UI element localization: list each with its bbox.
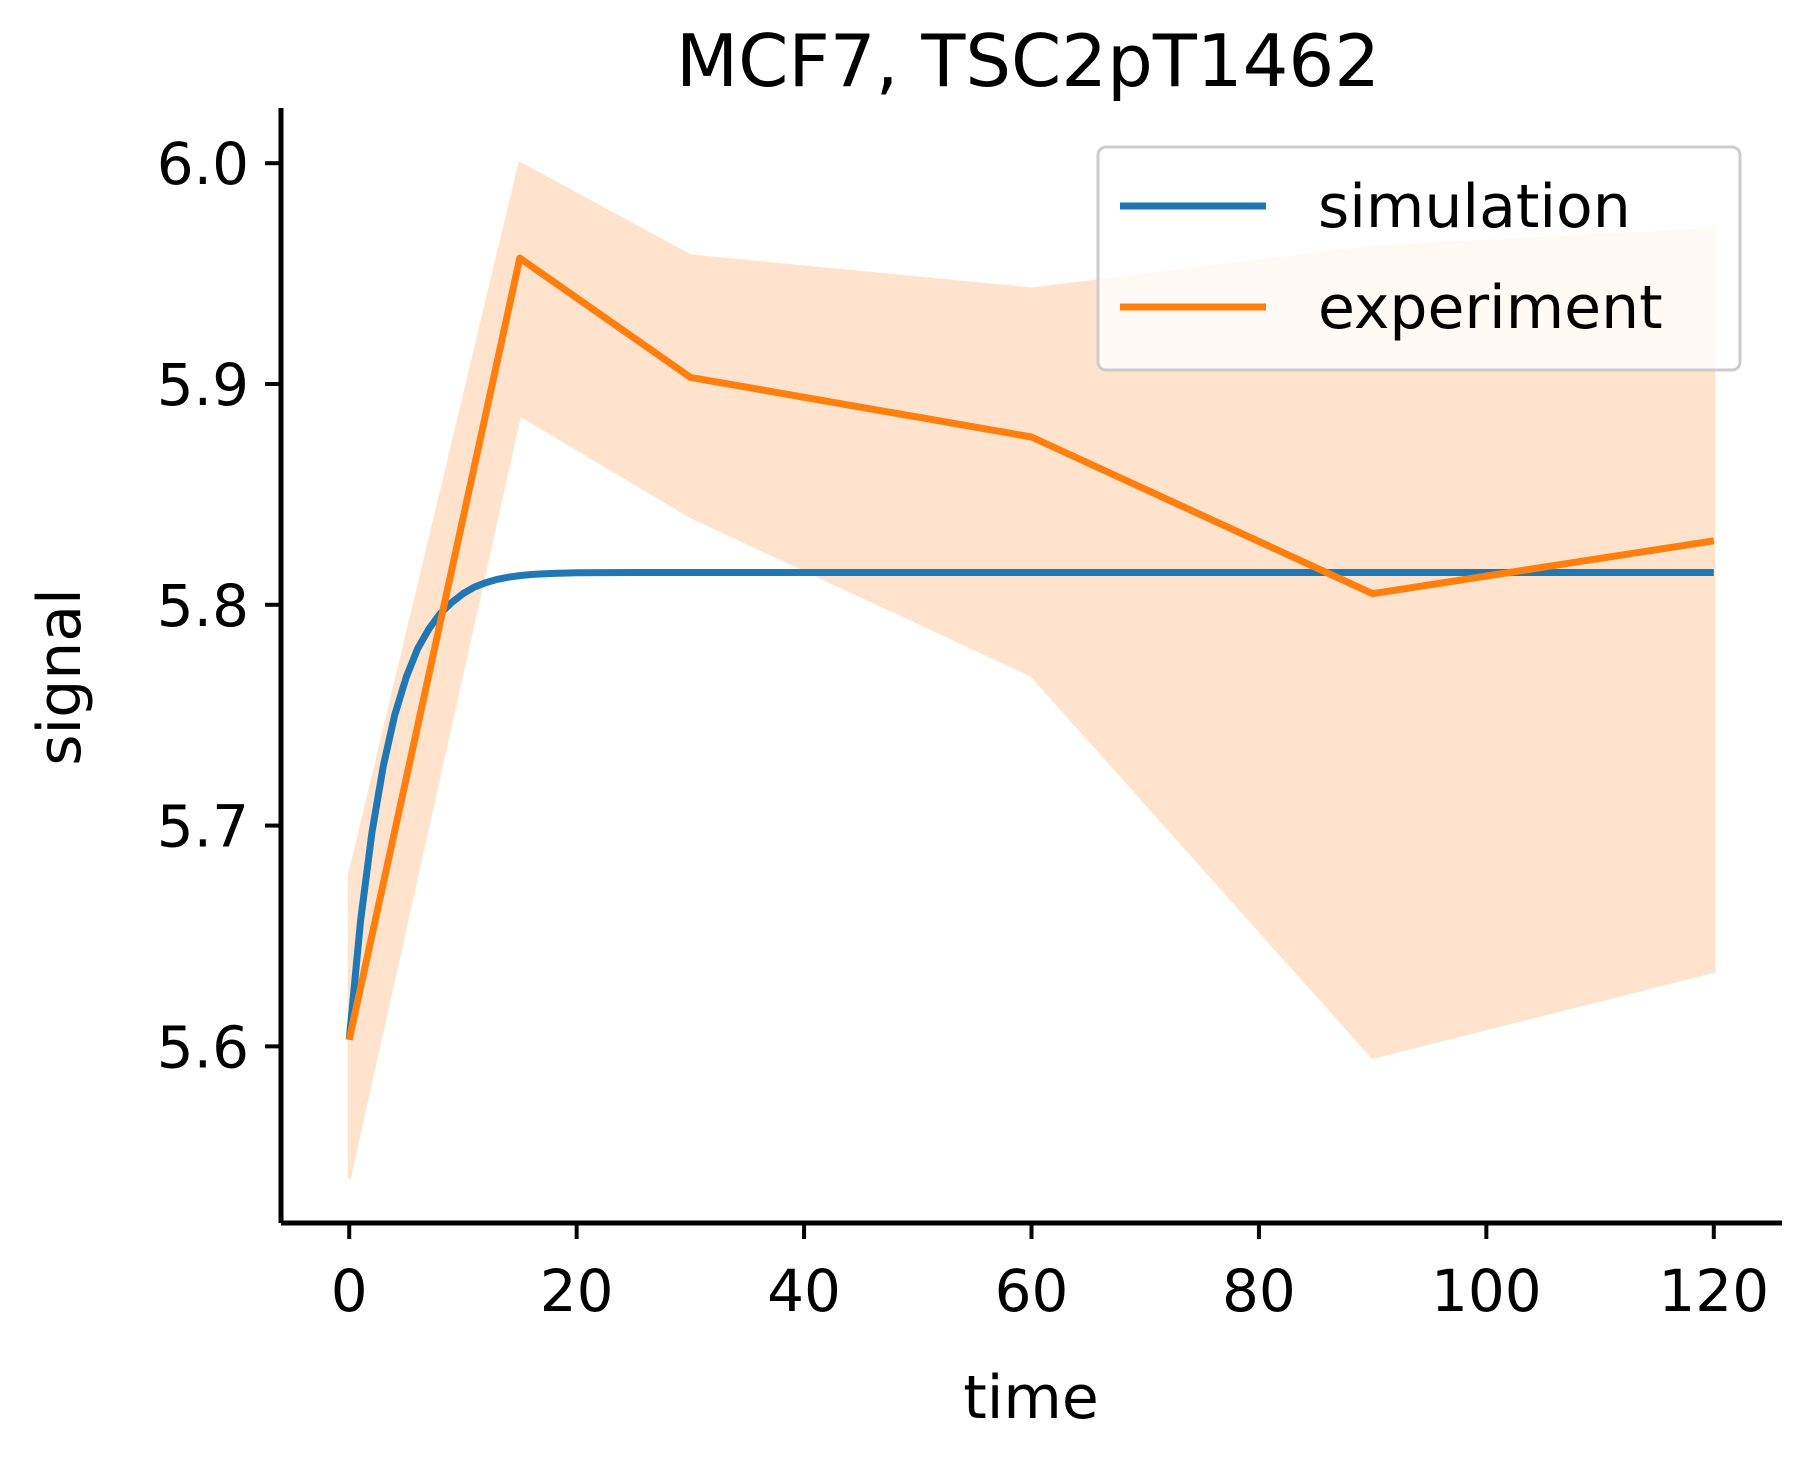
chart-title: MCF7, TSC2pT1462 (676, 19, 1380, 103)
y-tick-label: 5.6 (157, 1013, 249, 1081)
x-tick-label: 120 (1658, 1257, 1769, 1325)
x-tick-label: 20 (540, 1257, 614, 1325)
x-axis-label: time (963, 1363, 1099, 1433)
y-tick-label: 6.0 (157, 130, 249, 198)
series-line-simulation (345, 569, 1714, 1041)
legend: simulation experiment (1096, 145, 1742, 372)
x-tick-label: 100 (1431, 1257, 1542, 1325)
y-tick-label: 5.8 (157, 572, 249, 640)
band-experiment (347, 160, 1716, 1180)
x-tick-label: 40 (767, 1257, 841, 1325)
y-axis-ticks: 5.6 5.7 5.8 5.9 6.0 (157, 130, 281, 1081)
legend-label-experiment: experiment (1318, 273, 1663, 343)
series-line-experiment (345, 254, 1715, 1041)
y-tick-label: 5.7 (157, 793, 249, 861)
series-lines (345, 254, 1715, 1041)
x-tick-label: 80 (1222, 1257, 1296, 1325)
legend-label-simulation: simulation (1318, 172, 1631, 242)
x-tick-label: 60 (995, 1257, 1069, 1325)
y-tick-label: 5.9 (157, 351, 249, 419)
x-tick-label: 0 (331, 1257, 368, 1325)
y-axis-label: signal (25, 588, 95, 765)
confidence-bands (347, 160, 1716, 1180)
x-axis-ticks: 0 20 40 60 80 100 120 (331, 1223, 1769, 1325)
